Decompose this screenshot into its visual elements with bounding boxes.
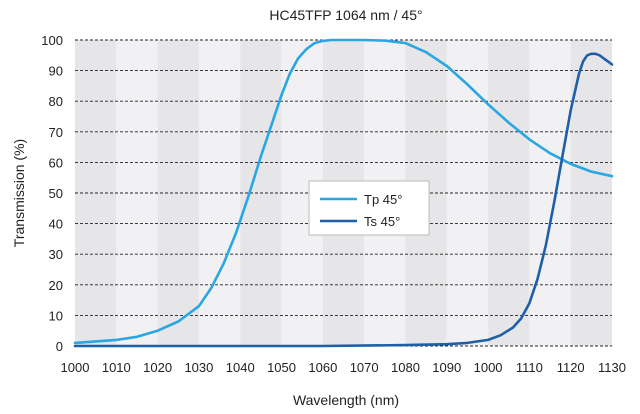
x-tick-label: 1090 [432,360,461,375]
series-line-ts [73,52,614,348]
x-axis-title: Wavelength (nm) [293,392,399,408]
legend-label-tp: Tp 45° [364,192,402,207]
x-tick-label: 1050 [267,360,296,375]
series-line-tp [73,38,614,345]
x-tick-label: 1000 [474,360,503,375]
y-tick-label: 100 [41,33,63,48]
y-tick-label: 20 [49,278,63,293]
x-tick-label: 1040 [226,360,255,375]
y-tick-label: 40 [49,217,63,232]
x-tick-label: 1020 [143,360,172,375]
x-tick-label: 1080 [391,360,420,375]
background-band [488,40,530,346]
x-tick-label: 1010 [102,360,131,375]
x-tick-label: 1070 [350,360,379,375]
y-tick-label: 30 [49,247,63,262]
x-tick-label: 1030 [184,360,213,375]
y-tick-label: 70 [49,125,63,140]
chart-title: HC45TFP 1064 nm / 45° [269,7,422,23]
x-tick-label: 1120 [557,360,585,375]
x-tick-labels: 1000 1010 1020 1030 1040 1050 1060 1070 1080 1090… [61,360,626,375]
legend: Tp 45° Ts 45° [308,180,430,236]
y-tick-label: 10 [49,308,63,323]
y-tick-label: 60 [49,155,63,170]
y-tick-label: 80 [49,94,63,109]
series-lines [73,38,614,348]
y-tick-labels: 0 10 20 30 40 50 60 70 80 90 100 [41,33,63,354]
x-tick-label: 1130 [598,360,626,375]
legend-label-ts: Ts 45° [364,214,400,229]
y-tick-label: 50 [49,186,63,201]
y-axis-title: Transmission (%) [11,139,27,247]
x-tick-label: 1060 [308,360,337,375]
x-tick-label: 1000 [61,360,90,375]
y-tick-label: 0 [56,339,63,354]
legend-box [308,180,430,236]
y-tick-label: 90 [49,64,63,79]
x-tick-label: 1110 [516,360,543,375]
